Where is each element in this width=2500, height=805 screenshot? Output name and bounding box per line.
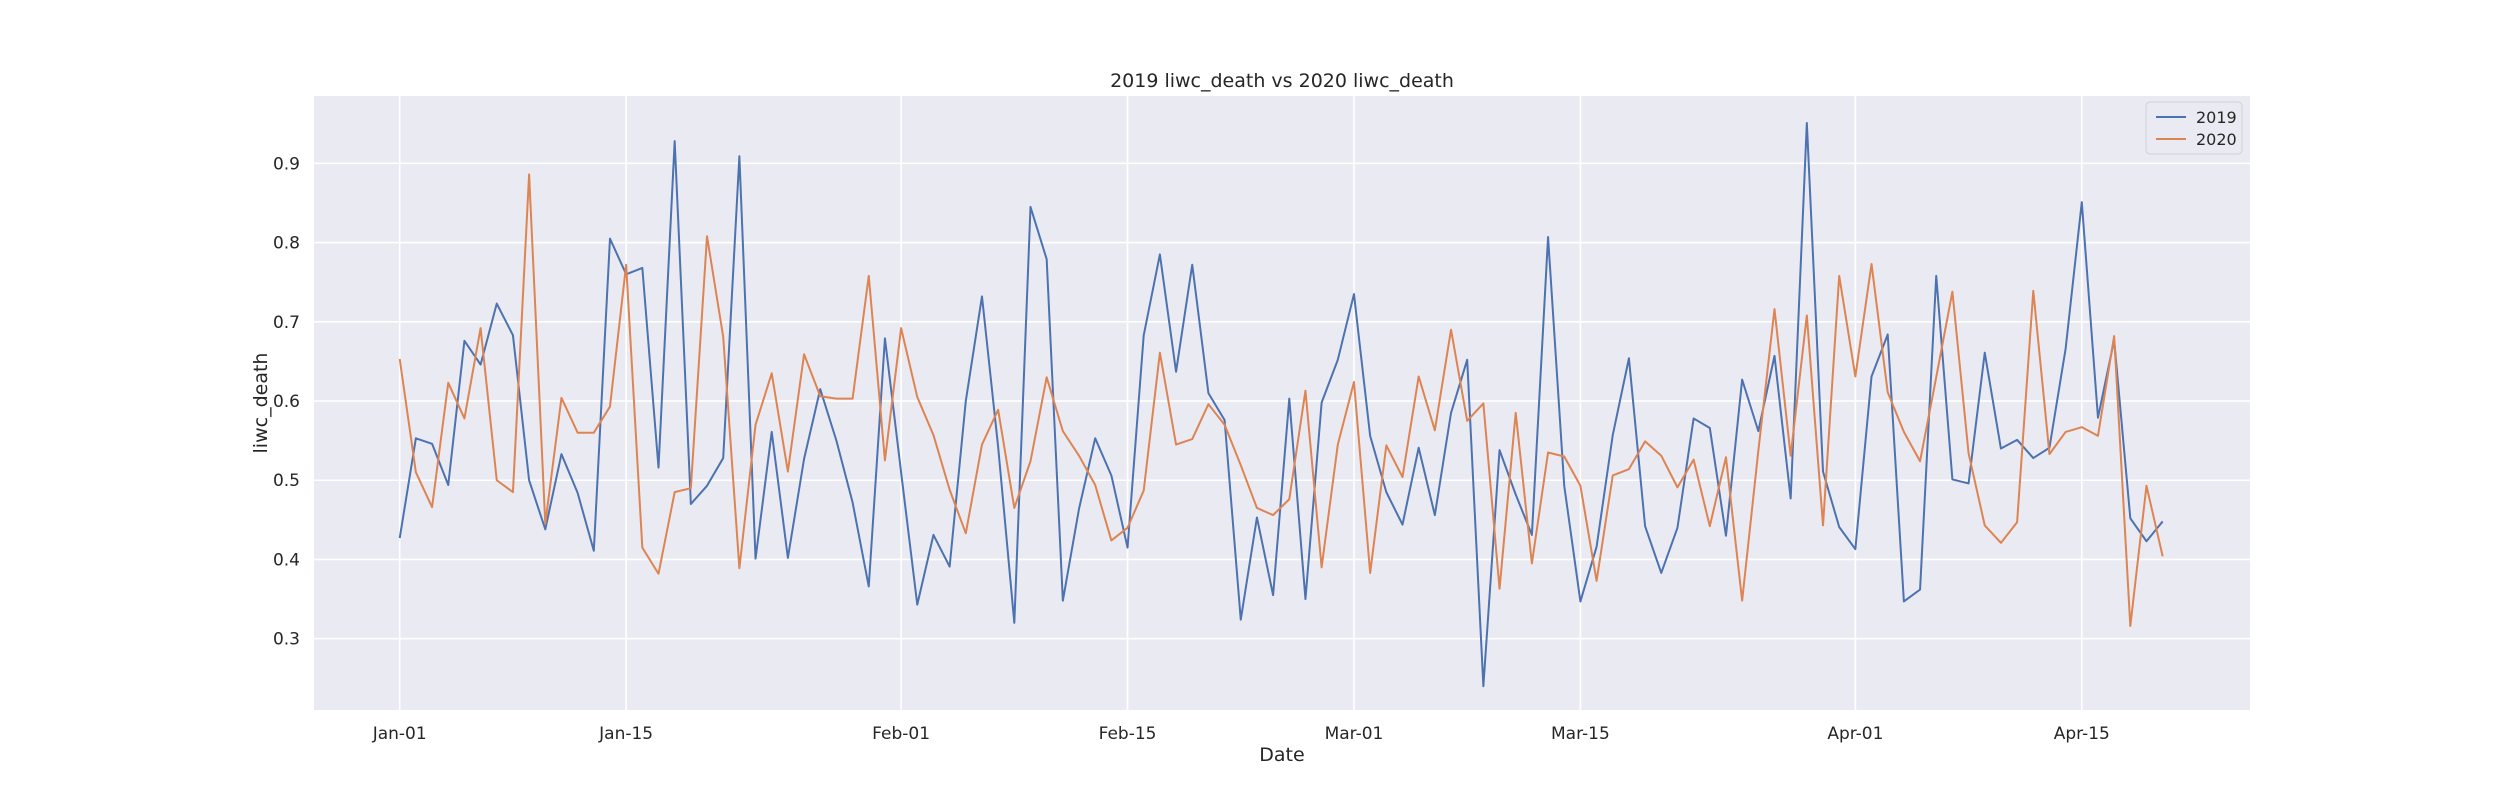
y-tick-labels: 0.3 0.4 0.5 0.6 0.7 0.8 0.9 xyxy=(273,154,300,649)
plot-background xyxy=(314,96,2250,710)
y-tick-label: 0.5 xyxy=(273,471,300,491)
x-axis-label: Date xyxy=(1259,744,1304,766)
chart-title: 2019 liwc_death vs 2020 liwc_death xyxy=(1110,70,1454,92)
series-line-2019 xyxy=(398,121,2164,688)
x-tick-label: Apr-15 xyxy=(2054,724,2110,744)
y-tick-label: 0.8 xyxy=(273,234,300,254)
x-tick-label: Feb-01 xyxy=(872,724,930,744)
y-tick-label: 0.7 xyxy=(273,313,300,333)
legend-label-2020: 2020 xyxy=(2196,130,2237,149)
legend-box xyxy=(2145,101,2243,155)
y-axis-label: liwc_death xyxy=(250,353,272,454)
series-line-2020 xyxy=(398,173,2164,628)
y-tick-label: 0.3 xyxy=(273,630,300,650)
legend-label-2019: 2019 xyxy=(2196,108,2237,127)
y-tick-label: 0.9 xyxy=(273,154,300,174)
legend: 2019 2020 xyxy=(2145,101,2243,155)
y-tick-label: 0.6 xyxy=(273,392,300,412)
x-tick-label: Mar-01 xyxy=(1325,724,1384,744)
x-tick-label: Mar-15 xyxy=(1551,724,1610,744)
series-lines xyxy=(398,121,2164,688)
x-tick-label: Apr-01 xyxy=(1827,724,1883,744)
y-tick-label: 0.4 xyxy=(273,550,300,570)
x-tick-label: Jan-01 xyxy=(372,724,427,744)
x-tick-label: Jan-15 xyxy=(598,724,653,744)
grid-lines xyxy=(314,96,2250,710)
x-tick-labels: Jan-01 Jan-15 Feb-01 Feb-15 Mar-01 Mar-15 Apr-… xyxy=(372,724,2110,744)
x-tick-label: Feb-15 xyxy=(1099,724,1157,744)
